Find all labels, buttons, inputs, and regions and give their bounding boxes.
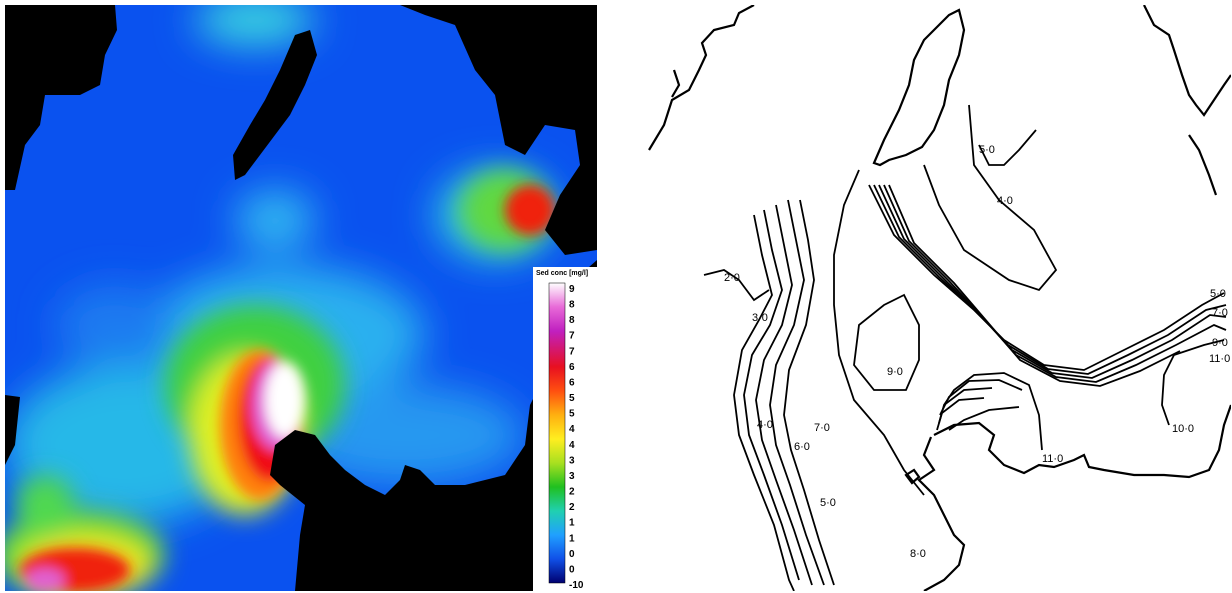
legend-title: Sed conc [mg/l]	[536, 270, 588, 277]
contour-line	[769, 199, 825, 586]
contour-label: 5·0	[979, 144, 995, 156]
legend-tick-label: 5	[569, 393, 575, 404]
contour-label: 7·0	[1212, 307, 1228, 319]
legend-ticks: 9 8 8 7 7 6 6 5 5 4 4 3 3 2 2 1 1 0 0 -10	[569, 284, 584, 591]
contour-line	[873, 184, 1227, 375]
legend-tick-label: 6	[569, 362, 575, 373]
contour-line	[978, 129, 1037, 166]
contour-map: 5·0 4·0 2·0 3·0 5·0 7·0 9·0 11·0 9·0 4·0…	[644, 5, 1231, 591]
contour-label: 4·0	[997, 195, 1013, 207]
legend-tick-label: 1	[569, 518, 575, 529]
coastline-south	[933, 404, 1231, 479]
contour-line	[883, 184, 1227, 383]
contour-line	[888, 184, 1181, 387]
legend-tick-label: 4	[569, 440, 575, 451]
legend-tick-label: 3	[569, 455, 575, 466]
contour-label: 9·0	[1212, 337, 1228, 349]
contour-line	[936, 397, 985, 431]
heatmap-canvas: Sed conc [mg/l] 9 8 8 7 7 6 6 5 5 4 4 3 3 2 2 1 1 0 0 -10	[5, 5, 597, 591]
coastline-west-islet	[671, 69, 681, 98]
coastline-islet	[904, 468, 921, 485]
legend-tick-label: 5	[569, 409, 575, 420]
legend: Sed conc [mg/l] 9 8 8 7 7 6 6 5 5 4 4 3 3 2 2 1 1 0 0 -10	[533, 267, 597, 591]
legend-tick-label: 8	[569, 315, 575, 326]
contour-label: 11·0	[1042, 453, 1063, 465]
contour-label: 8·0	[910, 548, 926, 560]
contour-line	[853, 293, 920, 391]
legend-colorbar	[548, 282, 566, 584]
contour-label: 7·0	[814, 422, 830, 434]
contour-line	[868, 184, 1225, 371]
legend-tick-label: 3	[569, 471, 575, 482]
contour-line	[755, 204, 813, 586]
contour-line	[703, 269, 770, 302]
contour-line	[948, 406, 1020, 431]
legend-tick-label: 0	[569, 564, 575, 575]
coastline-east	[1188, 134, 1218, 196]
contour-canvas: 5·0 4·0 2·0 3·0 5·0 7·0 9·0 11·0 9·0 4·0…	[644, 5, 1231, 591]
contour-background	[644, 5, 1231, 591]
contour-labels: 5·0 4·0 2·0 3·0 5·0 7·0 9·0 11·0 9·0 4·0…	[724, 144, 1230, 560]
contour-lines	[703, 104, 1227, 591]
contour-label: 6·0	[794, 441, 810, 453]
coastline-west	[648, 5, 755, 151]
contour-label: 5·0	[820, 497, 836, 509]
contour-line	[783, 199, 835, 586]
legend-tick-label: 4	[569, 424, 575, 435]
contour-label: 2·0	[724, 272, 740, 284]
contour-line	[743, 209, 800, 581]
coastline-island	[872, 8, 966, 167]
contour-label: 11·0	[1209, 353, 1230, 365]
coastlines	[648, 5, 1231, 591]
land-masses	[5, 5, 597, 591]
legend-tick-label: 2	[569, 487, 575, 498]
legend-tick-label: 8	[569, 300, 575, 311]
legend-tick-label: -10	[569, 580, 584, 591]
legend-tick-label: 2	[569, 502, 575, 513]
contour-label: 9·0	[887, 366, 903, 378]
legend-tick-label: 0	[569, 549, 575, 560]
contour-line	[923, 104, 1058, 292]
contour-line	[833, 169, 925, 496]
contour-line	[878, 184, 1227, 379]
contour-label: 3·0	[752, 312, 768, 324]
legend-tick-label: 7	[569, 331, 575, 342]
contour-label: 10·0	[1172, 423, 1194, 435]
legend-tick-label: 7	[569, 346, 575, 357]
contour-line	[943, 372, 1043, 451]
coastline-northeast	[1143, 5, 1231, 117]
sediment-concentration-map: Sed conc [mg/l] 9 8 8 7 7 6 6 5 5 4 4 3 3 2 2 1 1 0 0 -10	[5, 5, 597, 591]
legend-tick-label: 6	[569, 377, 575, 388]
legend-tick-label: 9	[569, 284, 575, 295]
contour-label: 4·0	[757, 419, 773, 431]
contour-line	[733, 214, 795, 591]
legend-tick-label: 1	[569, 533, 575, 544]
contour-line	[1161, 339, 1225, 426]
coastline-peninsula	[917, 436, 966, 591]
contour-label: 5·0	[1210, 288, 1226, 300]
